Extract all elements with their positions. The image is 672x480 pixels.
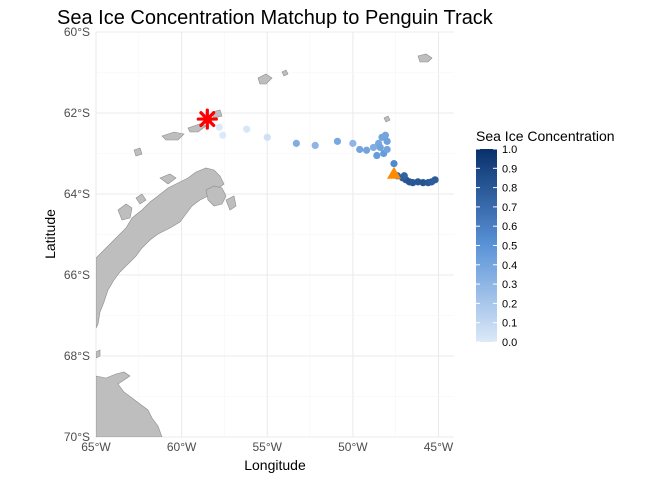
track-point [390, 160, 398, 168]
map-title: Sea Ice Concentration Matchup to Penguin… [57, 7, 494, 29]
track-point [333, 137, 342, 145]
track-point [383, 137, 391, 145]
y-axis-ticks: 60°S 62°S 64°S 66°S 68°S 70°S [64, 25, 90, 444]
legend-tick-label: 0.0 [502, 337, 517, 349]
x-tick-label: 45°W [424, 440, 454, 454]
track-point [263, 133, 271, 141]
antarctic-peninsula [96, 167, 225, 329]
peninsula-small-island-1 [117, 203, 133, 221]
south-shetland-island-1 [161, 131, 185, 141]
track-point [373, 151, 381, 160]
lower-left-coast [96, 371, 163, 437]
south-orkney-island-2 [281, 69, 289, 77]
y-axis-title: Latitude [42, 209, 58, 259]
south-shetland-island-4 [133, 147, 143, 157]
start-marker-asterisk [196, 108, 218, 130]
y-tick-label: 64°S [64, 187, 90, 201]
legend-title: Sea Ice Concentration [476, 128, 615, 144]
track-point [356, 145, 364, 154]
track-point [349, 139, 357, 147]
track-point [431, 176, 439, 184]
legend-tick-label: 0.4 [502, 260, 517, 272]
track-point [369, 143, 378, 152]
legend: Sea Ice Concentration 1.0 0.9 0.8 0.7 0.6 0.5… [476, 128, 615, 349]
map-panel [95, 31, 454, 438]
legend-tick-label: 0.3 [502, 279, 517, 291]
legend-tick-label: 0.9 [502, 163, 517, 175]
x-tick-label: 55°W [253, 440, 283, 454]
x-tick-label: 60°W [167, 440, 197, 454]
x-tick-label: 50°W [338, 440, 368, 454]
track-markers [196, 108, 401, 179]
south-orkney-island-1 [257, 73, 273, 85]
legend-tick-label: 0.8 [502, 183, 517, 195]
track-point [292, 139, 300, 147]
track-point [243, 125, 251, 133]
track-point [215, 123, 223, 131]
legend-tick-label: 0.2 [502, 298, 517, 310]
legend-tick-labels: 1.0 0.9 0.8 0.7 0.6 0.5 0.4 0.3 0.2 0.1 0.0 [476, 144, 517, 349]
y-tick-label: 68°S [64, 349, 90, 363]
legend-tick-label: 0.5 [502, 241, 517, 253]
land-layer [96, 53, 433, 437]
legend-tick-label: 0.6 [502, 221, 517, 233]
peninsula-inlet-island [205, 185, 227, 207]
lower-left-islet [96, 349, 101, 359]
end-marker-triangle [386, 166, 401, 179]
legend-tick-label: 0.1 [502, 318, 517, 330]
track-point [383, 145, 391, 154]
track-point [381, 131, 390, 139]
track-point [376, 143, 384, 152]
peninsula-small-island-3 [159, 173, 177, 185]
x-axis-ticks: 65°W 60°W 55°W 50°W 45°W [81, 440, 454, 454]
south-orkney-island-4 [383, 115, 391, 123]
y-tick-label: 70°S [64, 430, 90, 444]
track-point [419, 179, 427, 187]
track-point [219, 131, 227, 139]
y-tick-label: 60°S [64, 25, 90, 39]
y-tick-label: 62°S [64, 106, 90, 120]
legend-tick-label: 1.0 [502, 144, 517, 156]
x-tick-label: 65°W [81, 440, 111, 454]
south-orkney-island-3 [417, 53, 433, 63]
track-point [311, 141, 319, 149]
y-tick-label: 66°S [64, 268, 90, 282]
x-axis-title: Longitude [244, 457, 306, 473]
legend-colorbar [476, 149, 497, 342]
grid-lines [95, 31, 454, 438]
penguin-track-points [215, 123, 439, 187]
legend-tick-label: 0.7 [502, 202, 517, 214]
peninsula-small-island-4 [225, 195, 237, 211]
peninsula-small-island-2 [135, 193, 147, 205]
track-point [400, 172, 408, 180]
track-point [362, 146, 371, 154]
